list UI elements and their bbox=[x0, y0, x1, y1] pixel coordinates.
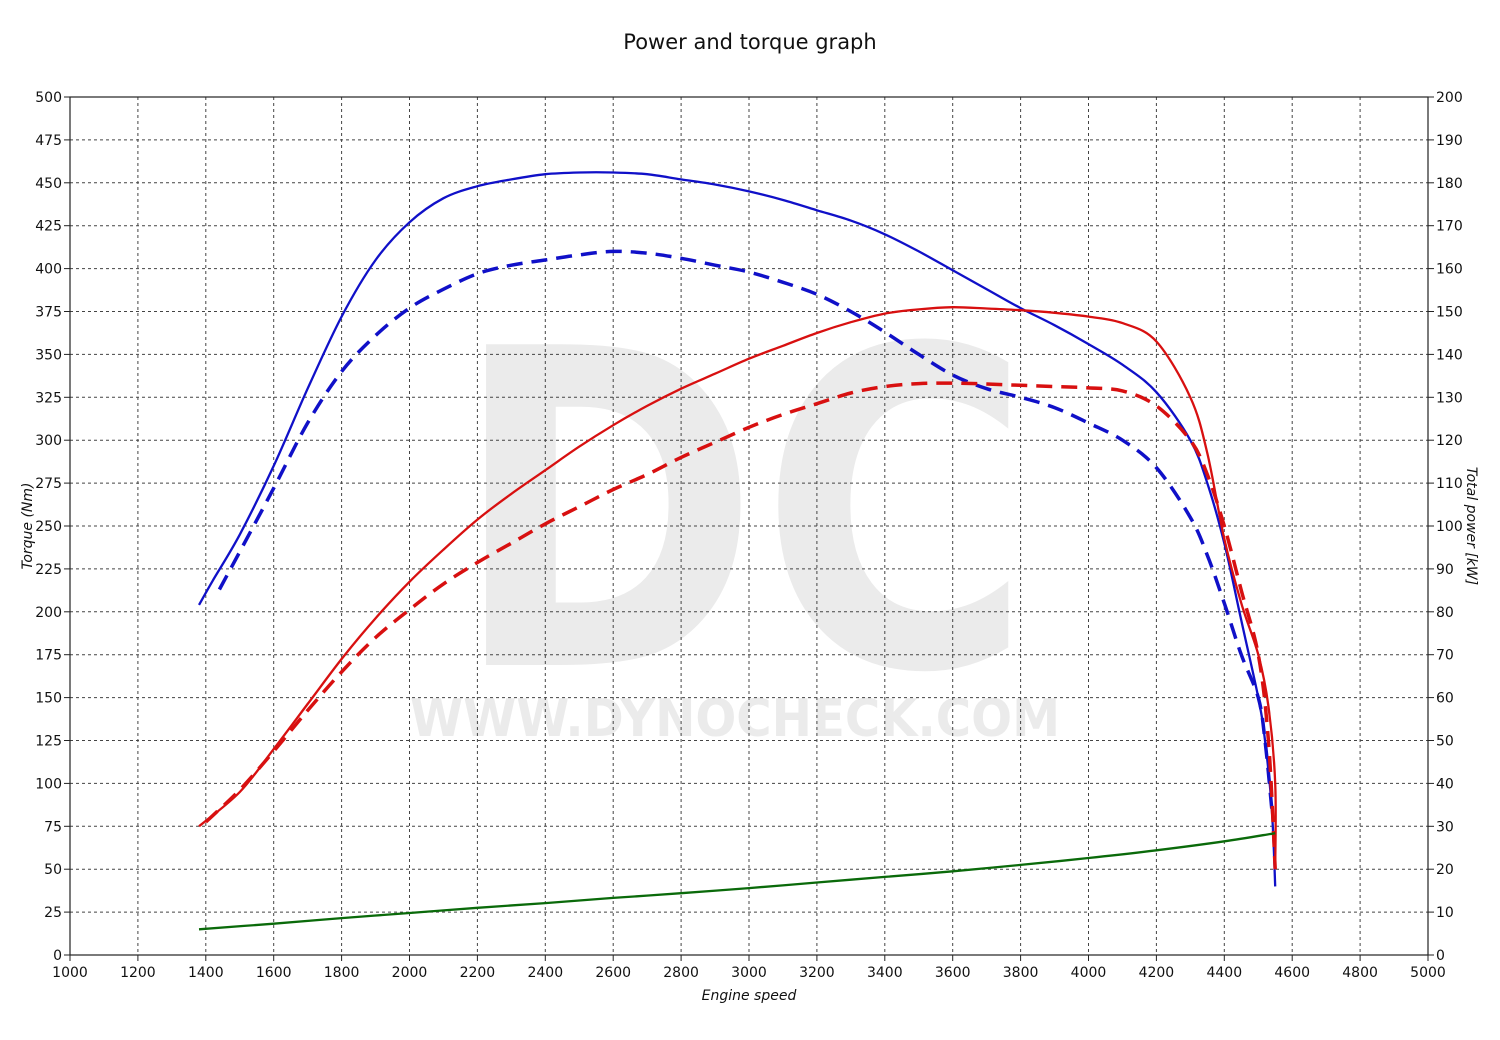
x-tick-label: 3200 bbox=[799, 965, 835, 981]
series-layer bbox=[198, 171, 1277, 931]
x-tick-label: 3000 bbox=[731, 965, 767, 981]
x-axis-label: Engine speed bbox=[702, 988, 797, 1004]
x-tick-label: 4600 bbox=[1274, 965, 1310, 981]
y-left-tick-label: 275 bbox=[35, 476, 62, 492]
x-tick-label: 3600 bbox=[935, 965, 971, 981]
y-right-tick-label: 120 bbox=[1436, 433, 1463, 449]
y-axis-right-label: Total power [kW] bbox=[1463, 467, 1479, 585]
x-tick-label: 4400 bbox=[1206, 965, 1242, 981]
x-tick-label: 1800 bbox=[324, 965, 360, 981]
y-right-tick-label: 80 bbox=[1436, 605, 1454, 621]
x-tick-label: 2800 bbox=[663, 965, 699, 981]
x-tick-label: 1400 bbox=[188, 965, 224, 981]
y-right-tick-label: 20 bbox=[1436, 862, 1454, 878]
y-axis-left-label: Torque (Nm) bbox=[20, 482, 36, 569]
x-tick-label: 3800 bbox=[1003, 965, 1039, 981]
x-tick-label: 4000 bbox=[1071, 965, 1107, 981]
y-right-tick-label: 180 bbox=[1436, 176, 1463, 192]
y-left-tick-label: 475 bbox=[35, 133, 62, 149]
series-line-1 bbox=[217, 249, 1274, 810]
y-right-tick-label: 70 bbox=[1436, 648, 1454, 664]
y-left-tick-label: 400 bbox=[35, 262, 62, 278]
y-right-tick-label: 90 bbox=[1436, 562, 1454, 578]
y-right-tick-label: 150 bbox=[1436, 305, 1463, 321]
y-left-tick-label: 150 bbox=[35, 691, 62, 707]
y-left-tick-label: 450 bbox=[35, 176, 62, 192]
x-tick-label: 3400 bbox=[867, 965, 903, 981]
x-tick-label: 5000 bbox=[1410, 965, 1446, 981]
series-line-3 bbox=[204, 381, 1277, 870]
y-right-tick-label: 10 bbox=[1436, 905, 1454, 921]
y-left-tick-label: 75 bbox=[44, 819, 62, 835]
y-right-tick-label: 100 bbox=[1436, 519, 1463, 535]
x-tick-label: 4800 bbox=[1342, 965, 1378, 981]
y-right-tick-label: 60 bbox=[1436, 691, 1454, 707]
y-right-tick-label: 190 bbox=[1436, 133, 1463, 149]
y-left-tick-label: 250 bbox=[35, 519, 62, 535]
watermark-logo: DC bbox=[452, 257, 1032, 769]
y-left-tick-label: 300 bbox=[35, 433, 62, 449]
y-left-tick-label: 25 bbox=[44, 905, 62, 921]
y-left-tick-label: 100 bbox=[35, 776, 62, 792]
y-right-tick-label: 170 bbox=[1436, 219, 1463, 235]
y-left-tick-label: 200 bbox=[35, 605, 62, 621]
x-tick-label: 4200 bbox=[1139, 965, 1175, 981]
series-line-4 bbox=[198, 832, 1276, 931]
x-tick-label: 2400 bbox=[527, 965, 563, 981]
series-line-2 bbox=[198, 306, 1277, 870]
y-right-tick-label: 50 bbox=[1436, 734, 1454, 750]
y-right-tick-label: 160 bbox=[1436, 262, 1463, 278]
x-tick-label: 2200 bbox=[460, 965, 496, 981]
y-left-tick-label: 125 bbox=[35, 734, 62, 750]
y-right-tick-label: 200 bbox=[1436, 90, 1463, 106]
x-tick-label: 2600 bbox=[595, 965, 631, 981]
y-left-tick-label: 375 bbox=[35, 305, 62, 321]
y-left-tick-label: 350 bbox=[35, 347, 62, 363]
x-tick-label: 2000 bbox=[392, 965, 428, 981]
chart-title: Power and torque graph bbox=[623, 30, 877, 54]
y-left-tick-label: 425 bbox=[35, 219, 62, 235]
y-left-tick-label: 225 bbox=[35, 562, 62, 578]
x-tick-label: 1200 bbox=[120, 965, 156, 981]
y-right-tick-label: 30 bbox=[1436, 819, 1454, 835]
y-left-tick-label: 175 bbox=[35, 648, 62, 664]
y-right-tick-label: 40 bbox=[1436, 776, 1454, 792]
y-right-tick-label: 140 bbox=[1436, 347, 1463, 363]
y-left-tick-label: 325 bbox=[35, 390, 62, 406]
y-left-tick-label: 0 bbox=[53, 948, 62, 964]
y-right-tick-label: 130 bbox=[1436, 390, 1463, 406]
watermark-url: WWW.DYNOCHECK.COM bbox=[410, 689, 1060, 749]
y-left-tick-label: 50 bbox=[44, 862, 62, 878]
series-line-0 bbox=[198, 171, 1277, 887]
y-right-tick-label: 0 bbox=[1436, 948, 1445, 964]
y-left-tick-label: 500 bbox=[35, 90, 62, 106]
dynocheck-watermark: DC WWW.DYNOCHECK.COM bbox=[410, 257, 1060, 769]
x-tick-label: 1600 bbox=[256, 965, 292, 981]
axis-ticks: 1000 1200 1400 1600 1800 2000 2200 2400 2600 2800… bbox=[35, 90, 1462, 981]
y-right-tick-label: 110 bbox=[1436, 476, 1463, 492]
x-tick-label: 1000 bbox=[52, 965, 88, 981]
grid bbox=[70, 97, 1428, 955]
